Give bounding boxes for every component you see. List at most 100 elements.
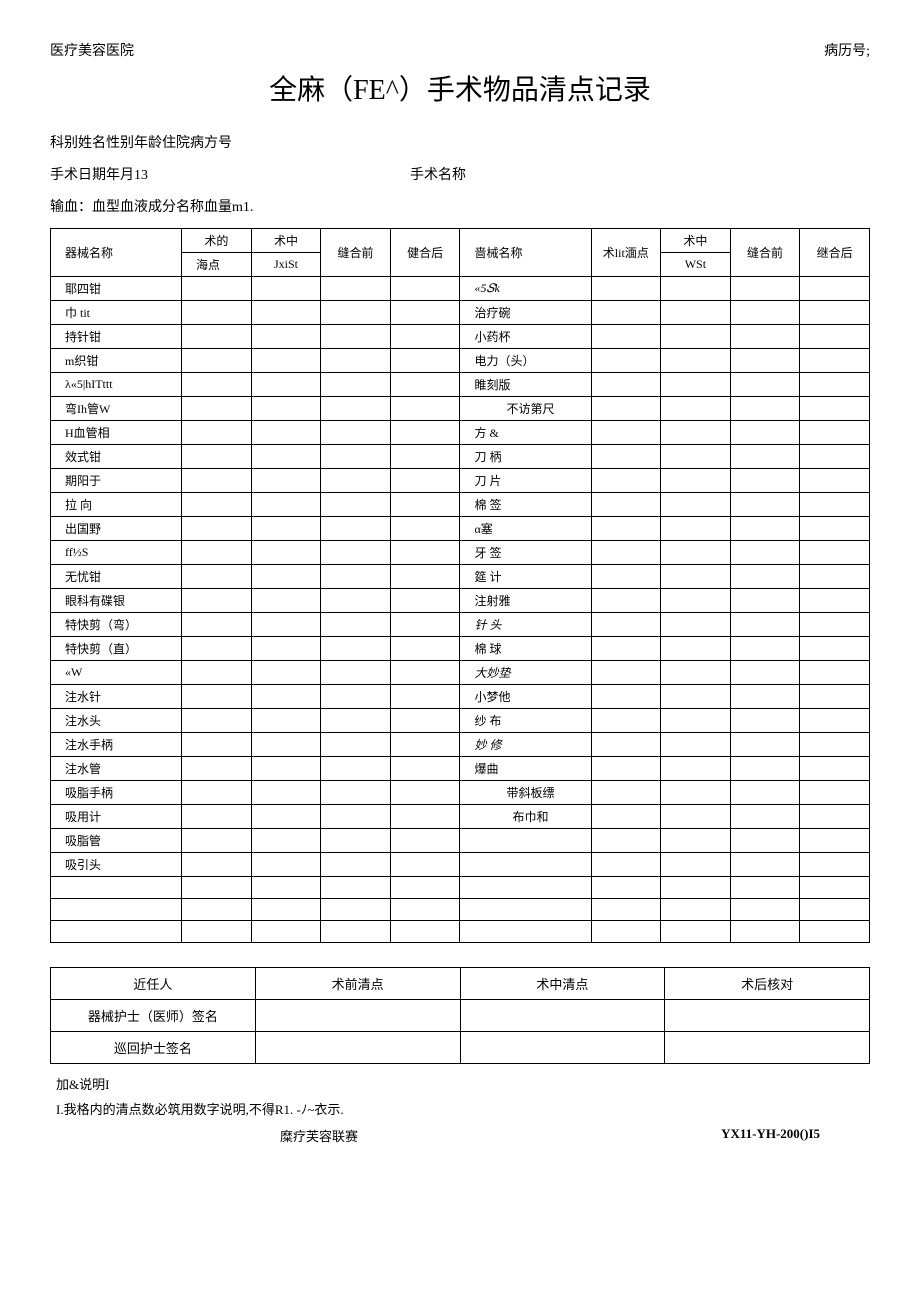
- count-cell: [182, 469, 252, 493]
- count-cell: [251, 565, 321, 589]
- count-cell: [730, 565, 800, 589]
- count-cell: [321, 397, 391, 421]
- count-cell: [390, 709, 460, 733]
- info-line-2: 手术日期年月13 手术名称: [50, 164, 870, 184]
- count-cell: [182, 853, 252, 877]
- instrument-left: H血管相: [51, 421, 182, 445]
- count-cell: [321, 899, 391, 921]
- count-cell: [251, 805, 321, 829]
- count-cell: [730, 685, 800, 709]
- instrument-left: 效式钳: [51, 445, 182, 469]
- instrument-left: [51, 877, 182, 899]
- count-cell: [251, 921, 321, 943]
- count-cell: [251, 373, 321, 397]
- instrument-left: 眼科有碟银: [51, 589, 182, 613]
- count-cell: [251, 877, 321, 899]
- count-cell: [321, 805, 391, 829]
- count-cell: [182, 565, 252, 589]
- count-cell: [182, 445, 252, 469]
- count-cell: [321, 445, 391, 469]
- count-cell: [182, 877, 252, 899]
- count-cell: [730, 301, 800, 325]
- sig-header-person: 近任人: [51, 968, 256, 1000]
- count-cell: [591, 277, 661, 301]
- instrument-left: ff½S: [51, 541, 182, 565]
- instrument-count-table: 器械名称 术的 术中 缝合前 健合后 啬械名称 术lit湎点 术中 缝合前 继合…: [50, 228, 870, 943]
- count-cell: [182, 709, 252, 733]
- instrument-right: 棉 球: [460, 637, 591, 661]
- count-cell: [321, 781, 391, 805]
- count-cell: [800, 541, 870, 565]
- count-cell: [251, 445, 321, 469]
- table-row: 注水头纱 布: [51, 709, 870, 733]
- count-cell: [730, 805, 800, 829]
- count-cell: [251, 517, 321, 541]
- instrument-left: «W: [51, 661, 182, 685]
- col-before-suture-2: 缝合前: [730, 229, 800, 277]
- count-cell: [730, 733, 800, 757]
- count-cell: [390, 517, 460, 541]
- count-cell: [661, 469, 731, 493]
- count-cell: [182, 349, 252, 373]
- count-cell: [591, 685, 661, 709]
- count-cell: [800, 685, 870, 709]
- sig-cell: [255, 1032, 460, 1064]
- instrument-right: 小梦他: [460, 685, 591, 709]
- instrument-left: 持针钳: [51, 325, 182, 349]
- count-cell: [661, 373, 731, 397]
- count-cell: [182, 899, 252, 921]
- count-cell: [390, 733, 460, 757]
- sig-header-postop: 术后核对: [665, 968, 870, 1000]
- count-cell: [800, 899, 870, 921]
- count-cell: [182, 589, 252, 613]
- table-row: 效式钳刀 柄: [51, 445, 870, 469]
- count-cell: [730, 421, 800, 445]
- count-cell: [591, 397, 661, 421]
- table-row: ff½S 牙 签: [51, 541, 870, 565]
- count-cell: [182, 829, 252, 853]
- count-cell: [321, 301, 391, 325]
- table-header: 器械名称 术的 术中 缝合前 健合后 啬械名称 术lit湎点 术中 缝合前 继合…: [51, 229, 870, 277]
- col-instrument-name: 器械名称: [51, 229, 182, 277]
- count-cell: [591, 445, 661, 469]
- col-intraop-top: 术中: [251, 229, 321, 253]
- table-row: [51, 921, 870, 943]
- count-cell: [730, 661, 800, 685]
- count-cell: [251, 469, 321, 493]
- count-cell: [800, 877, 870, 899]
- table-row: 吸用计布巾和: [51, 805, 870, 829]
- count-cell: [591, 757, 661, 781]
- instrument-right: 妙 修: [460, 733, 591, 757]
- instrument-right: 牙 签: [460, 541, 591, 565]
- count-cell: [321, 541, 391, 565]
- col-intraop2-bot: WSt: [661, 253, 731, 277]
- count-cell: [591, 469, 661, 493]
- count-cell: [730, 757, 800, 781]
- count-cell: [390, 565, 460, 589]
- count-cell: [321, 517, 391, 541]
- count-cell: [661, 589, 731, 613]
- sig-cell: [460, 1000, 665, 1032]
- instrument-right: [460, 829, 591, 853]
- count-cell: [321, 349, 391, 373]
- count-cell: [800, 397, 870, 421]
- instrument-right: 方 &: [460, 421, 591, 445]
- col-intraop-bot: JxiSt: [251, 253, 321, 277]
- count-cell: [251, 589, 321, 613]
- count-cell: [661, 421, 731, 445]
- table-row: 期阳于刀 片: [51, 469, 870, 493]
- count-cell: [730, 921, 800, 943]
- count-cell: [591, 517, 661, 541]
- count-cell: [730, 541, 800, 565]
- count-cell: [251, 637, 321, 661]
- count-cell: [591, 613, 661, 637]
- count-cell: [800, 469, 870, 493]
- count-cell: [321, 757, 391, 781]
- count-cell: [390, 805, 460, 829]
- count-cell: [800, 733, 870, 757]
- count-cell: [182, 805, 252, 829]
- count-cell: [321, 733, 391, 757]
- table-row: 吸脂手柄带斜板缥: [51, 781, 870, 805]
- table-row: H血管相 方 &: [51, 421, 870, 445]
- count-cell: [730, 349, 800, 373]
